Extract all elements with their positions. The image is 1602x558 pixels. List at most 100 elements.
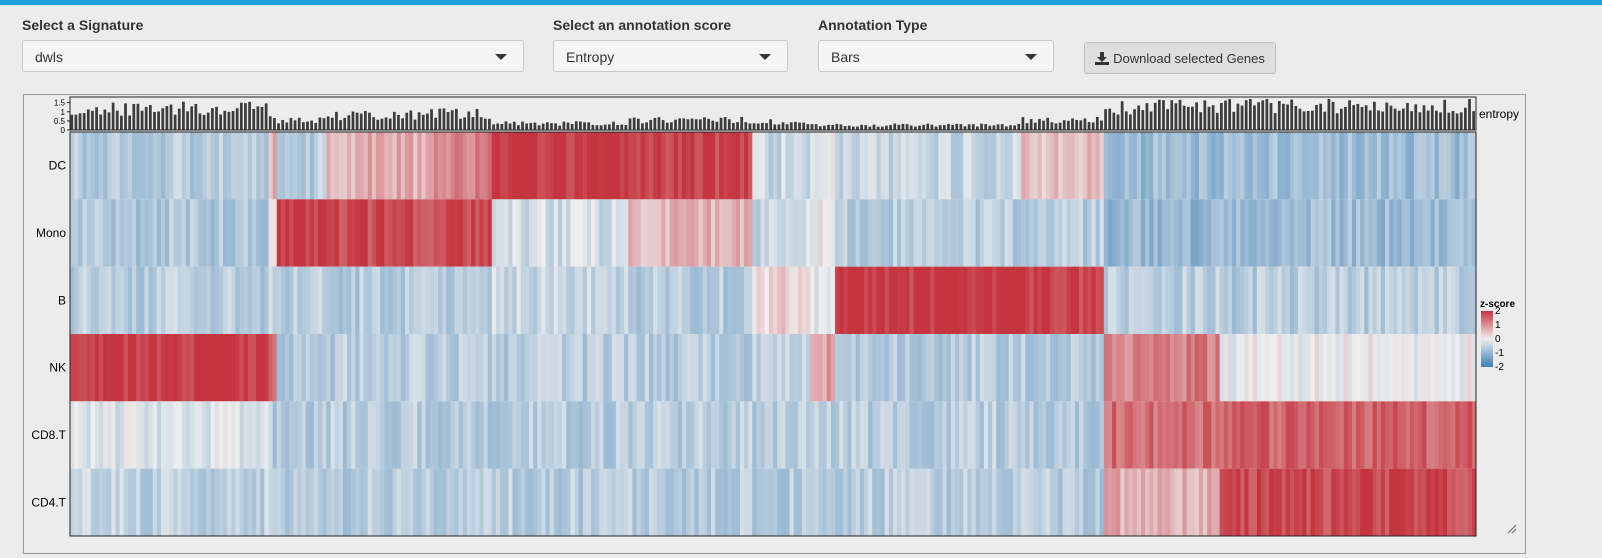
heatmap-cell [607, 266, 613, 334]
heatmap-cell [1447, 468, 1452, 536]
heatmap-cell [1451, 468, 1456, 536]
heatmap-cell [785, 334, 790, 402]
heatmap-cell [1215, 468, 1221, 536]
heatmap-cell [227, 468, 232, 536]
heatmap-cell [781, 401, 786, 469]
entropy-bar [947, 123, 950, 130]
heatmap-cell [1145, 334, 1150, 402]
heatmap-cell [107, 132, 112, 200]
heatmap-cell [1310, 468, 1316, 536]
entropy-bar [392, 111, 396, 130]
heatmap-cell [1331, 199, 1336, 267]
heatmap-cell [1442, 199, 1448, 267]
entropy-bar [1100, 120, 1103, 130]
annotation-score-select[interactable]: Entropy [553, 40, 788, 72]
heatmap-cell [1132, 468, 1138, 536]
entropy-bar [215, 106, 218, 130]
heatmap-cell [1318, 132, 1324, 200]
heatmap-cell [351, 468, 356, 536]
heatmap-cell [830, 199, 836, 267]
heatmap-cell [541, 401, 546, 469]
heatmap-cell [1252, 401, 1258, 469]
entropy-bar [1393, 108, 1397, 130]
heatmap-cell [636, 401, 642, 469]
heatmap-cell [822, 334, 828, 402]
heatmap-cell [529, 468, 534, 536]
download-genes-button[interactable]: Download selected Genes [1084, 42, 1276, 74]
entropy-bar [1013, 125, 1016, 130]
heatmap-cell [462, 468, 468, 536]
heatmap-cell [152, 401, 158, 469]
heatmap-cell [392, 401, 398, 469]
heatmap-cell [400, 334, 406, 402]
heatmap-cell [872, 266, 877, 334]
heatmap-cell [1389, 132, 1394, 200]
heatmap-cell [682, 334, 687, 402]
resize-handle-icon[interactable] [1507, 524, 1517, 534]
heatmap-cell [1190, 199, 1196, 267]
heatmap-cell [425, 334, 431, 402]
heatmap-cell [1463, 199, 1469, 267]
heatmap-cell [1107, 468, 1113, 536]
heatmap-cell [1141, 401, 1146, 469]
heatmap-cell [1029, 334, 1034, 402]
entropy-bar [153, 111, 156, 130]
heatmap-cell [384, 132, 389, 200]
heatmap-cell [227, 401, 232, 469]
heatmap-cell [194, 468, 199, 536]
heatmap-cell [1120, 401, 1125, 469]
heatmap-cell [1385, 132, 1390, 200]
heatmap-cell [1095, 468, 1101, 536]
entropy-bar [922, 124, 926, 130]
heatmap-cell [1285, 468, 1291, 536]
heatmap-cell [107, 266, 112, 334]
annotation-type-select[interactable]: Bars [818, 40, 1054, 72]
entropy-bar [1472, 111, 1475, 130]
entropy-bar [165, 106, 169, 130]
heatmap-cell [748, 401, 753, 469]
heatmap-cell [1186, 132, 1192, 200]
heatmap-cell [264, 199, 269, 267]
heatmap-cell [529, 401, 534, 469]
heatmap-cell [409, 401, 414, 469]
heatmap-cell [1401, 266, 1407, 334]
entropy-bar [1207, 106, 1211, 130]
entropy-bar [91, 110, 94, 130]
heatmap-cell [950, 199, 956, 267]
heatmap-cell [1418, 468, 1423, 536]
heatmap-cell [1070, 334, 1076, 402]
entropy-bar [322, 118, 326, 130]
heatmap-cell [98, 334, 104, 402]
entropy-bar [1000, 124, 1004, 130]
heatmap-cell [677, 334, 683, 402]
heatmap-cell [1422, 199, 1427, 267]
heatmap-cell [1194, 199, 1200, 267]
entropy-bar [603, 124, 607, 130]
heatmap-cell [566, 468, 571, 536]
heatmap-cell [367, 132, 373, 200]
heatmap-cell [884, 334, 890, 402]
heatmap-cell [954, 334, 960, 402]
heatmap-cell [466, 266, 472, 334]
legend-tick-label: -2 [1495, 362, 1504, 373]
heatmap-cell [607, 334, 613, 402]
heatmap-cell [636, 199, 642, 267]
heatmap-cell [727, 266, 733, 334]
signature-select[interactable]: dwls [22, 40, 524, 72]
heatmap-cell [1223, 199, 1229, 267]
heatmap-cell [710, 132, 716, 200]
heatmap-cell [661, 266, 666, 334]
heatmap-cell [1021, 468, 1026, 536]
heatmap-cell [735, 334, 741, 402]
heatmap-cell [404, 334, 410, 402]
heatmap-cell [1087, 401, 1092, 469]
heatmap-cell [326, 401, 331, 469]
heatmap-cell [524, 266, 530, 334]
heatmap-cell [1380, 199, 1386, 267]
heatmap-cell [1248, 199, 1254, 267]
heatmap-cell [115, 266, 121, 334]
heatmap-cell [657, 266, 662, 334]
heatmap-cell [686, 468, 691, 536]
heatmap-cell [1203, 199, 1208, 267]
heatmap-cell [888, 199, 894, 267]
